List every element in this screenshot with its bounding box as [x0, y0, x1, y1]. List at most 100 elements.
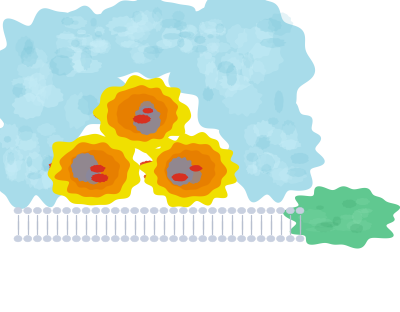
Polygon shape	[103, 107, 114, 113]
Circle shape	[121, 236, 129, 242]
Polygon shape	[190, 165, 202, 172]
Polygon shape	[0, 95, 83, 209]
Polygon shape	[113, 26, 128, 32]
Polygon shape	[61, 178, 71, 183]
Polygon shape	[215, 64, 240, 98]
Polygon shape	[219, 97, 325, 203]
Circle shape	[257, 207, 265, 214]
Polygon shape	[124, 20, 154, 33]
Circle shape	[218, 207, 226, 214]
Circle shape	[160, 207, 168, 214]
Polygon shape	[356, 208, 373, 213]
Circle shape	[102, 207, 110, 214]
Polygon shape	[131, 10, 159, 31]
Polygon shape	[144, 46, 164, 54]
Polygon shape	[340, 215, 354, 219]
Polygon shape	[280, 123, 298, 150]
Circle shape	[276, 207, 284, 214]
Circle shape	[63, 236, 71, 242]
Polygon shape	[260, 38, 286, 48]
Polygon shape	[255, 135, 271, 150]
Circle shape	[208, 236, 216, 242]
Polygon shape	[225, 57, 242, 76]
Polygon shape	[0, 8, 127, 148]
Polygon shape	[77, 29, 86, 35]
Polygon shape	[258, 152, 275, 174]
Polygon shape	[82, 34, 94, 50]
Polygon shape	[17, 58, 53, 82]
Polygon shape	[107, 85, 178, 142]
Polygon shape	[49, 168, 58, 172]
Polygon shape	[115, 31, 135, 47]
Polygon shape	[15, 139, 40, 162]
Polygon shape	[30, 170, 56, 190]
Polygon shape	[154, 179, 165, 185]
Polygon shape	[167, 157, 194, 186]
Polygon shape	[248, 40, 284, 75]
Polygon shape	[54, 175, 66, 181]
Polygon shape	[22, 48, 48, 69]
Circle shape	[170, 207, 178, 214]
Polygon shape	[43, 6, 130, 67]
Polygon shape	[42, 154, 50, 166]
Circle shape	[189, 207, 197, 214]
Polygon shape	[62, 183, 74, 189]
Polygon shape	[54, 162, 65, 168]
Polygon shape	[255, 19, 275, 42]
Polygon shape	[80, 47, 92, 70]
Polygon shape	[120, 40, 140, 48]
Polygon shape	[20, 46, 38, 67]
Polygon shape	[74, 34, 90, 37]
Polygon shape	[320, 222, 338, 227]
Polygon shape	[30, 83, 46, 106]
Polygon shape	[219, 74, 251, 91]
Polygon shape	[4, 136, 12, 143]
Circle shape	[111, 207, 119, 214]
Polygon shape	[279, 139, 301, 150]
Polygon shape	[269, 168, 296, 181]
Polygon shape	[283, 186, 400, 249]
Polygon shape	[256, 153, 280, 170]
Polygon shape	[160, 19, 182, 28]
Polygon shape	[25, 165, 39, 188]
Polygon shape	[86, 44, 100, 56]
Polygon shape	[54, 47, 75, 58]
Polygon shape	[130, 43, 156, 64]
Polygon shape	[172, 173, 188, 181]
Polygon shape	[153, 12, 163, 32]
Circle shape	[160, 236, 168, 242]
Polygon shape	[261, 164, 272, 174]
Polygon shape	[151, 174, 162, 180]
Polygon shape	[90, 38, 108, 53]
Polygon shape	[186, 167, 202, 184]
Polygon shape	[134, 12, 148, 25]
Polygon shape	[346, 220, 372, 232]
Polygon shape	[138, 46, 154, 53]
Polygon shape	[314, 222, 333, 232]
Polygon shape	[268, 117, 279, 125]
Polygon shape	[154, 142, 227, 198]
Polygon shape	[282, 120, 295, 135]
Polygon shape	[78, 45, 94, 49]
Polygon shape	[64, 179, 78, 186]
Circle shape	[43, 207, 51, 214]
Polygon shape	[167, 0, 315, 137]
Polygon shape	[76, 32, 87, 40]
Polygon shape	[68, 150, 120, 190]
Polygon shape	[90, 165, 106, 173]
Polygon shape	[156, 39, 172, 49]
Polygon shape	[91, 42, 98, 48]
Circle shape	[140, 207, 148, 214]
Polygon shape	[133, 106, 161, 135]
Polygon shape	[86, 168, 102, 184]
Circle shape	[247, 207, 255, 214]
Polygon shape	[356, 198, 370, 205]
Circle shape	[131, 207, 139, 214]
Polygon shape	[49, 162, 65, 170]
Polygon shape	[252, 154, 261, 176]
Polygon shape	[216, 23, 224, 33]
Circle shape	[170, 236, 178, 242]
Circle shape	[286, 236, 294, 242]
Polygon shape	[55, 158, 64, 163]
Circle shape	[82, 207, 90, 214]
